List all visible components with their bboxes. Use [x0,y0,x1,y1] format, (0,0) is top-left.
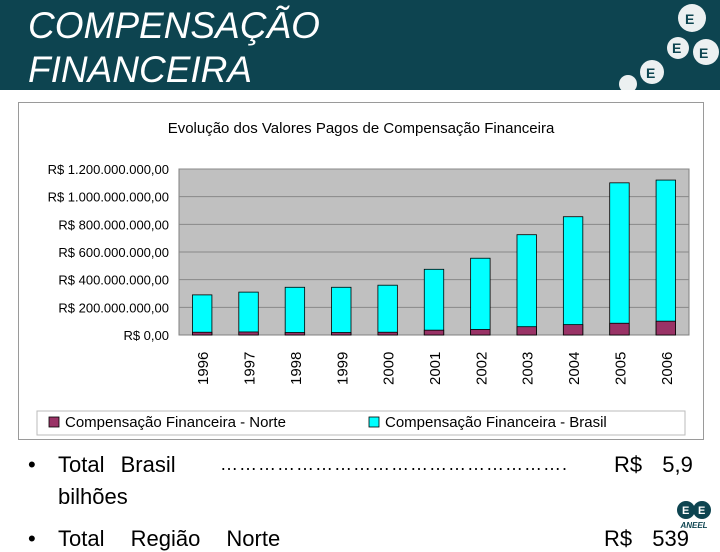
bullet-label: Total Brasil [58,452,176,477]
bar-norte-2000 [377,331,398,336]
legend-box [36,410,686,436]
legend-swatch [48,416,60,428]
bar-norte-1998 [284,332,306,336]
x-tick-label: 1998 [288,352,305,385]
bar-brasil-1996 [192,294,213,336]
y-tick-label: R$ 400.000.000,00 [58,273,169,288]
legend-label: Compensação Financeira - Brasil [385,414,607,431]
bar-brasil-1999 [331,286,352,336]
bar-norte-2004 [562,324,584,336]
y-tick-label: R$ 200.000.000,00 [58,300,169,315]
aneel-label: ANEEL [679,521,707,529]
bar-norte-1997 [238,331,259,336]
chart-panel: Evolução dos Valores Pagos de Compensaçã… [18,102,704,440]
aneel-logo: E E ANEEL [674,499,714,534]
bar-brasil-2004 [562,216,584,336]
page-title: COMPENSAÇÃO FINANCEIRA [28,5,320,90]
bar-norte-2005 [609,322,630,336]
x-tick-label: 1996 [195,352,212,385]
bullet-symbol: • [28,526,36,551]
legend-label: Compensação Financeira - Norte [65,414,286,431]
x-tick-label: 2001 [427,352,444,385]
x-tick-label: 2000 [381,352,398,385]
x-tick-label: 2004 [566,352,583,385]
svg-text:E: E [699,45,708,61]
bar-brasil-1998 [284,286,306,336]
y-axis: R$ 0,00 R$ 200.000.000,00 R$ 400.000.000,0… [48,162,169,343]
bullet-continuation-text: bilhões [58,484,128,509]
title-banner: COMPENSAÇÃO FINANCEIRA E E E E [0,0,720,90]
y-tick-label: R$ 600.000.000,00 [58,245,169,260]
bar-norte-1999 [331,332,352,336]
y-tick-label: R$ 800.000.000,00 [58,217,169,232]
bar-brasil-2000 [377,284,398,336]
bar-norte-2002 [470,329,491,336]
bar-brasil-2003 [516,234,537,336]
x-axis: 1996 1997 1998 1999 2000 2001 2002 2003 2004 2005… [195,352,676,385]
bar-brasil-1997 [238,291,259,336]
x-tick-label: 2006 [659,352,676,385]
bars [192,179,676,336]
x-tick-label: 1997 [242,352,259,385]
bar-chart: Evolução dos Valores Pagos de Compensaçã… [36,120,690,436]
y-tick-label: R$ 1.000.000.000,00 [48,190,169,205]
bullet-dots: ………………………………………………. [220,454,569,474]
y-tick-label: R$ 1.200.000.000,00 [48,162,169,177]
bullet-label: Total Região Norte [58,526,281,551]
aneel-logo-icon: E E ANEEL [677,501,711,530]
svg-text:E: E [646,65,655,81]
chart-title: Evolução dos Valores Pagos de Compensaçã… [168,120,555,137]
bullet-symbol: • [28,452,36,477]
svg-text:E: E [682,505,689,517]
x-tick-label: 2005 [612,352,629,385]
x-tick-label: 2002 [473,352,490,385]
x-tick-label: 1999 [334,352,351,385]
company-logo-icon: E E E E [619,4,719,90]
bar-norte-2001 [423,329,445,336]
legend: Compensação Financeira - Norte Compensaçã… [36,410,686,436]
y-tick-label: R$ 0,00 [123,328,169,343]
bar-brasil-2006 [655,179,676,336]
svg-text:E: E [698,505,705,517]
bar-brasil-2005 [609,182,630,336]
bar-norte-2006 [655,320,676,336]
bar-norte-2003 [516,326,537,336]
legend-swatch [368,416,380,428]
bar-brasil-2001 [423,268,445,336]
bar-brasil-2002 [470,257,491,336]
x-tick-label: 2003 [520,352,537,385]
bullet-value: R$ 5,9 [614,452,693,477]
svg-text:E: E [685,11,694,27]
bar-norte-1996 [192,331,213,336]
svg-text:E: E [672,40,681,56]
